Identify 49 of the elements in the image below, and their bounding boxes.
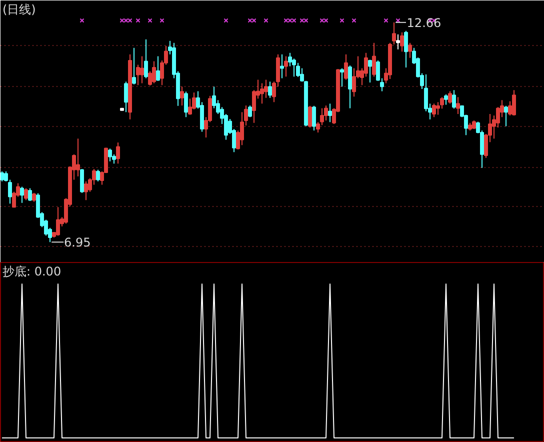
candlestick — [80, 168, 84, 194]
candlestick — [432, 103, 436, 118]
chart-title: 抄底: 0.00 — [2, 264, 62, 278]
candlestick — [448, 90, 452, 104]
candlestick — [308, 105, 312, 128]
candlestick — [504, 105, 508, 127]
candlestick — [344, 54, 348, 80]
annotation: 12.66 — [406, 16, 442, 30]
candlestick — [152, 60, 156, 84]
candlestick — [260, 82, 264, 104]
candlestick — [156, 56, 160, 82]
candlestick — [96, 169, 100, 182]
candlestick — [456, 96, 460, 114]
candlestick — [372, 42, 376, 78]
candlestick — [84, 180, 88, 201]
candlestick — [368, 59, 372, 83]
annotation: 6.95 — [64, 236, 91, 250]
candlestick — [404, 30, 408, 68]
candlestick — [408, 42, 412, 58]
candlestick — [268, 81, 272, 98]
candlestick — [0, 170, 4, 182]
candlestick — [396, 34, 400, 50]
candlestick — [144, 38, 148, 79]
candlestick — [452, 90, 456, 110]
candlestick — [124, 81, 128, 113]
candlestick — [328, 103, 332, 123]
candlestick — [76, 138, 80, 177]
candlestick — [116, 142, 120, 164]
candlestick — [340, 68, 344, 88]
candlestick — [24, 188, 28, 201]
candlestick — [184, 91, 188, 118]
candlestick — [444, 94, 448, 106]
candlestick — [324, 105, 328, 122]
candlestick — [512, 90, 516, 116]
candlestick — [348, 65, 352, 109]
candlestick — [296, 62, 300, 78]
candlestick — [56, 206, 60, 236]
chart-title: (日线) — [2, 2, 36, 16]
candlestick — [180, 86, 184, 106]
candlestick — [20, 186, 24, 204]
candlestick — [140, 56, 144, 84]
candlestick — [28, 188, 32, 202]
candlestick — [284, 56, 288, 78]
candlestick — [132, 47, 136, 85]
candlestick — [320, 108, 324, 126]
candlestick — [108, 148, 112, 162]
candlestick — [312, 105, 316, 132]
candlestick — [280, 54, 284, 79]
candlestick — [400, 32, 404, 52]
